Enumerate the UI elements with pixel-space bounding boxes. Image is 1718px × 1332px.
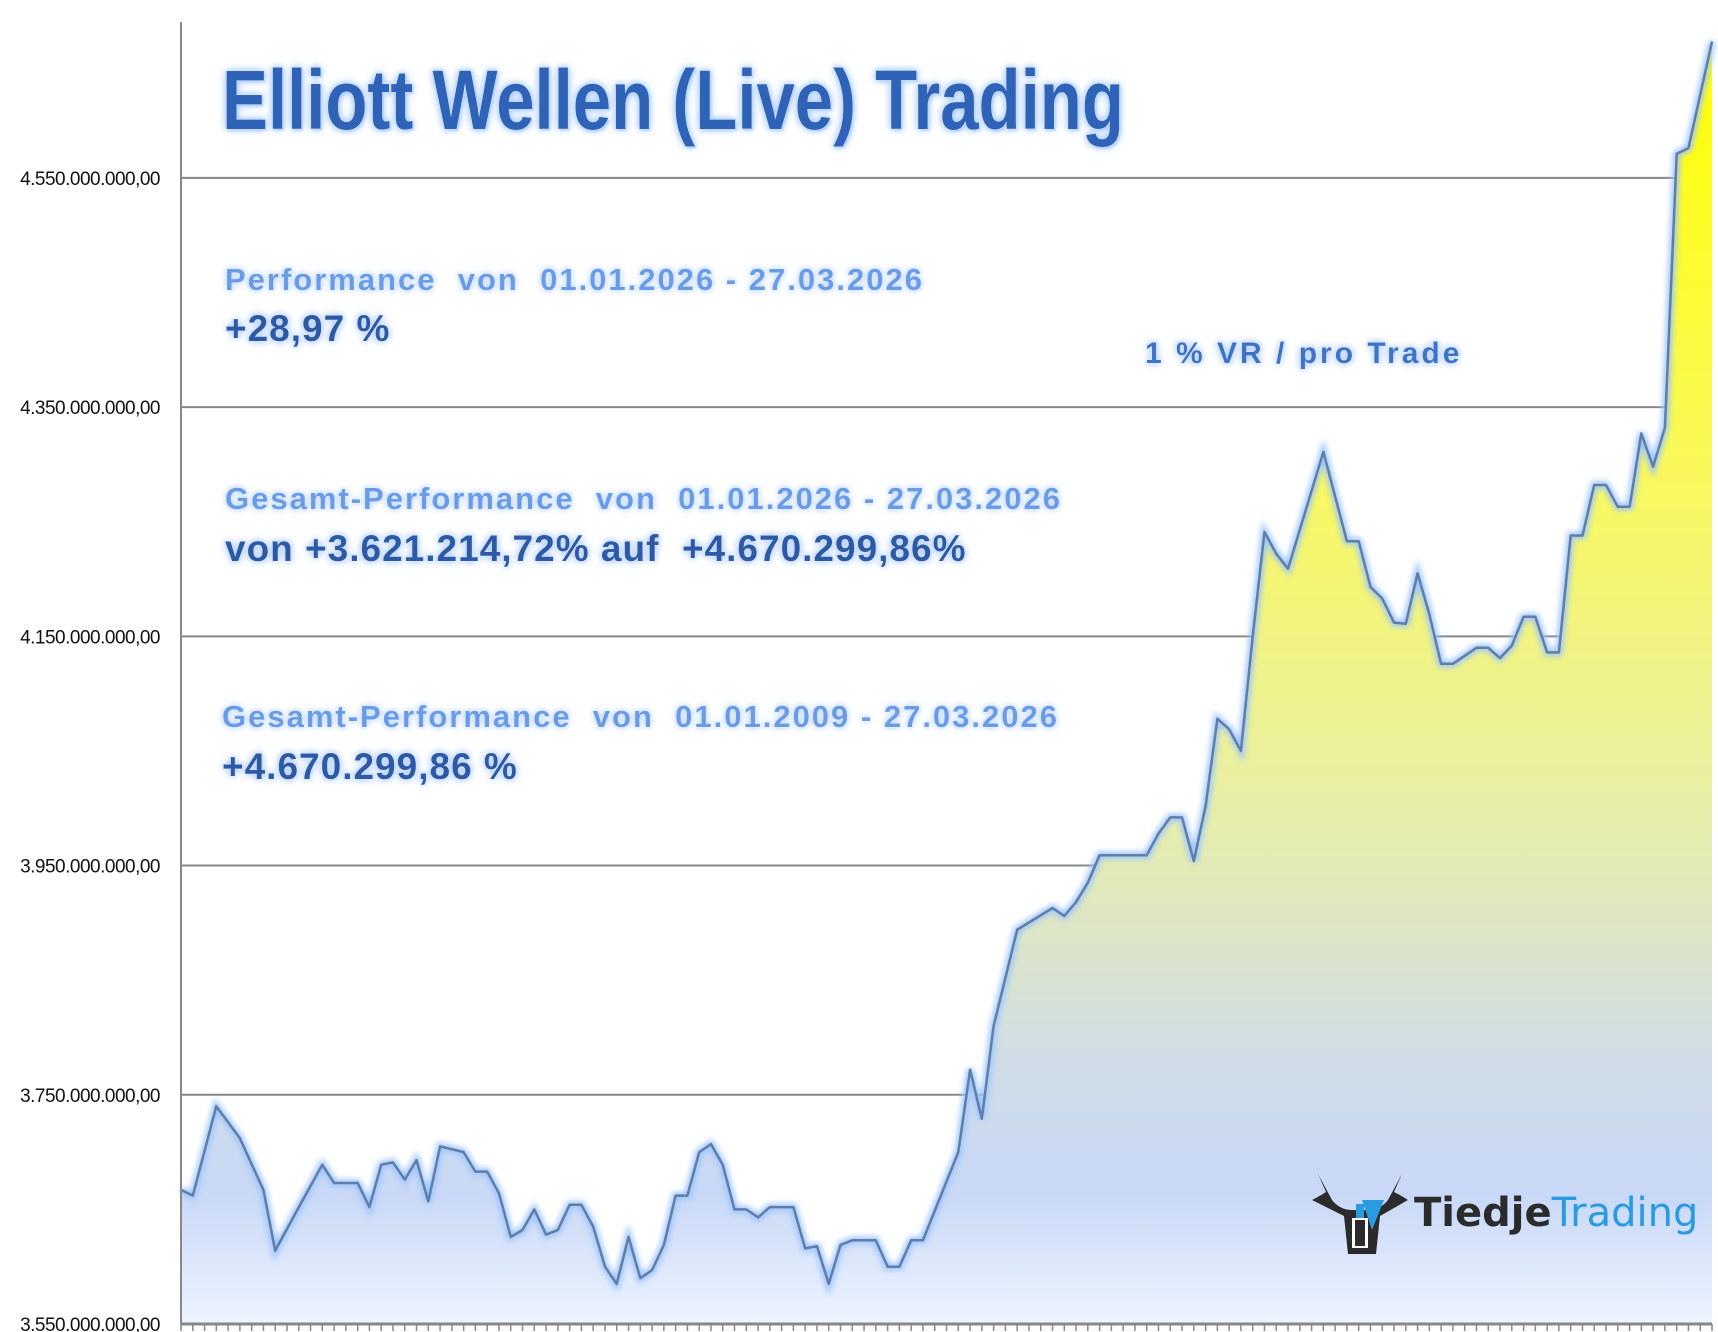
equity-line bbox=[180, 41, 1714, 1286]
total-all-value: +4.670.299,86 % bbox=[222, 746, 518, 787]
chart-title: Elliott Wellen (Live) Trading bbox=[222, 53, 1124, 147]
total-all-label: Gesamt-Performance von 01.01.2009 - 27.0… bbox=[222, 699, 1059, 734]
tiedje-trading-logo: TiedjeTrading bbox=[1310, 1170, 1698, 1260]
y-tick-label: 3.550.000.000,00 bbox=[20, 1315, 160, 1332]
performance-label: Performance von 01.01.2026 - 27.03.2026 bbox=[225, 262, 924, 297]
y-tick-label: 3.950.000.000,00 bbox=[20, 857, 160, 878]
x-axis-ticks bbox=[180, 1324, 1713, 1331]
total-ytd-label: Gesamt-Performance von 01.01.2026 - 27.0… bbox=[225, 481, 1062, 516]
risk-label: 1 % VR / pro Trade bbox=[1145, 337, 1463, 370]
y-tick-label: 4.350.000.000,00 bbox=[20, 398, 160, 419]
total-ytd-value: von +3.621.214,72% auf +4.670.299,86% bbox=[225, 528, 967, 569]
y-tick-label: 3.750.000.000,00 bbox=[20, 1086, 160, 1107]
equity-area bbox=[181, 41, 1712, 1324]
bull-head-icon bbox=[1312, 1174, 1408, 1254]
y-axis-labels: 3.550.000.000,00 3.750.000.000,00 3.950.00… bbox=[20, 169, 160, 1332]
logo-text-trading: Trading bbox=[1551, 1190, 1699, 1236]
performance-value: +28,97 % bbox=[225, 308, 391, 349]
y-tick-label: 4.550.000.000,00 bbox=[20, 169, 160, 190]
logo-text-tiedje: Tiedje bbox=[1414, 1190, 1552, 1236]
y-tick-label: 4.150.000.000,00 bbox=[20, 627, 160, 648]
